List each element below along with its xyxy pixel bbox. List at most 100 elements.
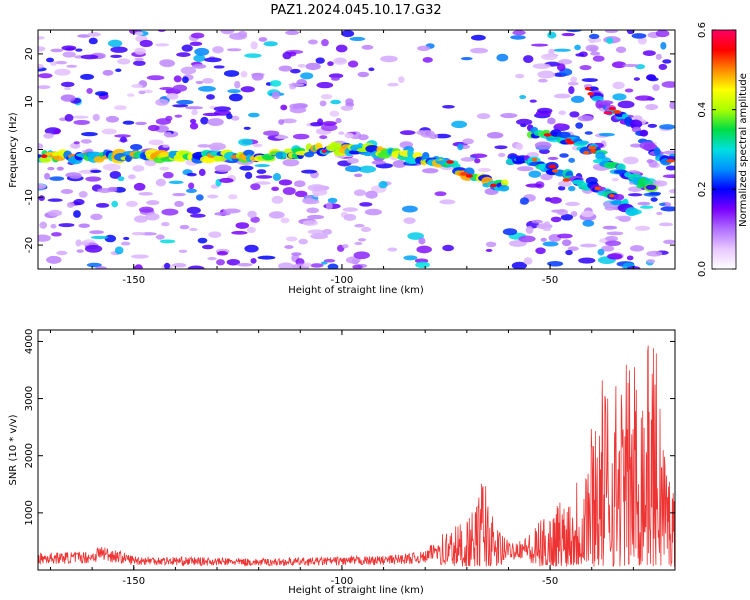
heatmap-cell <box>457 143 464 151</box>
heatmap-cell <box>291 252 302 256</box>
heatmap-cell <box>179 224 190 230</box>
heatmap-cell <box>117 176 125 182</box>
heatmap-cell <box>166 93 179 100</box>
heatmap-cell <box>645 103 659 111</box>
heatmap-cell <box>197 237 208 244</box>
heatmap-cell <box>189 41 203 46</box>
heatmap-cell <box>61 45 77 51</box>
heatmap-cell <box>120 136 127 143</box>
heatmap-cell <box>66 201 75 208</box>
heatmap-cell <box>392 160 407 168</box>
heatmap-cell <box>451 120 468 129</box>
heatmap-cell <box>494 145 508 150</box>
heatmap-cell <box>60 189 74 195</box>
heatmap-cell <box>302 262 312 267</box>
heatmap-cell <box>569 111 580 118</box>
colorbar-tick-label: 0.6 <box>697 22 708 38</box>
spectrogram-x-tick-label: -100 <box>331 275 354 286</box>
heatmap-cell <box>606 37 614 44</box>
heatmap-cell <box>608 106 616 111</box>
heatmap-cell <box>611 61 627 69</box>
heatmap-cell <box>634 225 651 231</box>
heatmap-cell <box>155 98 169 106</box>
heatmap-cell <box>658 222 674 227</box>
heatmap-cell <box>55 60 68 65</box>
heatmap-cell <box>542 227 552 232</box>
heatmap-cell <box>244 53 262 58</box>
heatmap-cell <box>565 201 580 207</box>
heatmap-cell <box>568 157 576 163</box>
heatmap-cell <box>89 230 104 235</box>
heatmap-cell <box>560 214 574 221</box>
heatmap-cell <box>335 44 348 53</box>
heatmap-cell <box>637 201 651 206</box>
heatmap-cell <box>359 202 373 207</box>
heatmap-cell <box>207 257 217 261</box>
heatmap-cell <box>567 81 579 86</box>
heatmap-cell <box>538 78 548 83</box>
heatmap-cell <box>380 55 398 63</box>
heatmap-cell <box>567 246 579 251</box>
heatmap-cell <box>298 238 309 245</box>
heatmap-cell <box>327 197 338 204</box>
heatmap-cell <box>598 132 615 137</box>
heatmap-cell <box>302 197 315 204</box>
heatmap-cell <box>108 186 118 191</box>
heatmap-cell <box>407 148 414 158</box>
spectrogram-y-tick-label: -20 <box>24 237 35 253</box>
heatmap-cell <box>547 260 564 267</box>
heatmap-cell <box>610 199 624 206</box>
heatmap-cell <box>579 243 598 248</box>
heatmap-cell <box>125 200 138 207</box>
heatmap-cell <box>50 48 64 53</box>
heatmap-cell <box>496 53 509 62</box>
heatmap-cell <box>465 174 473 178</box>
spectrogram-x-axis-label: Height of straight line (km) <box>288 285 424 296</box>
heatmap-cell <box>234 80 241 89</box>
heatmap-cell <box>629 245 645 252</box>
heatmap-cell <box>278 262 294 269</box>
heatmap-cell <box>200 116 209 125</box>
heatmap-cell <box>107 39 123 48</box>
heatmap-cell <box>327 61 334 67</box>
heatmap-cell <box>357 134 369 141</box>
heatmap-cell <box>354 241 363 246</box>
heatmap-cell <box>570 211 578 217</box>
heatmap-cell <box>292 133 310 140</box>
heatmap-cell <box>122 120 135 125</box>
heatmap-cell <box>321 261 328 265</box>
heatmap-cell <box>38 234 51 242</box>
colorbar-ticks: 0.0 0.2 0.4 0.6 <box>697 22 736 277</box>
heatmap-cell <box>637 36 647 45</box>
heatmap-cell <box>535 247 546 255</box>
heatmap-cell <box>655 30 670 38</box>
heatmap-cell <box>123 236 130 241</box>
heatmap-cell <box>490 183 497 188</box>
heatmap-cell <box>588 37 602 43</box>
heatmap-cell <box>581 210 594 218</box>
heatmap-cell <box>78 223 91 228</box>
heatmap-cell <box>519 95 527 100</box>
heatmap-cell <box>646 74 657 81</box>
heatmap-cell <box>460 57 473 61</box>
heatmap-cell <box>633 77 641 81</box>
heatmap-cell <box>104 234 117 243</box>
heatmap-cell <box>547 156 559 161</box>
heatmap-cell <box>342 244 349 249</box>
colorbar-tick-label: 0.0 <box>697 261 708 277</box>
heatmap-cell <box>615 215 632 220</box>
heatmap-cell <box>207 194 219 199</box>
heatmap-cell <box>174 200 184 208</box>
heatmap-cell <box>75 48 83 52</box>
heatmap-cell <box>198 168 206 177</box>
heatmap-cell <box>544 221 551 226</box>
heatmap-cell <box>189 213 206 218</box>
heatmap-cell <box>319 135 328 140</box>
heatmap-cell <box>114 246 124 255</box>
heatmap-cell <box>530 43 549 47</box>
heatmap-cell <box>525 183 543 188</box>
heatmap-cell <box>640 205 654 209</box>
heatmap-cell <box>38 36 45 40</box>
heatmap-cell <box>246 226 256 233</box>
heatmap-cell <box>331 76 340 81</box>
